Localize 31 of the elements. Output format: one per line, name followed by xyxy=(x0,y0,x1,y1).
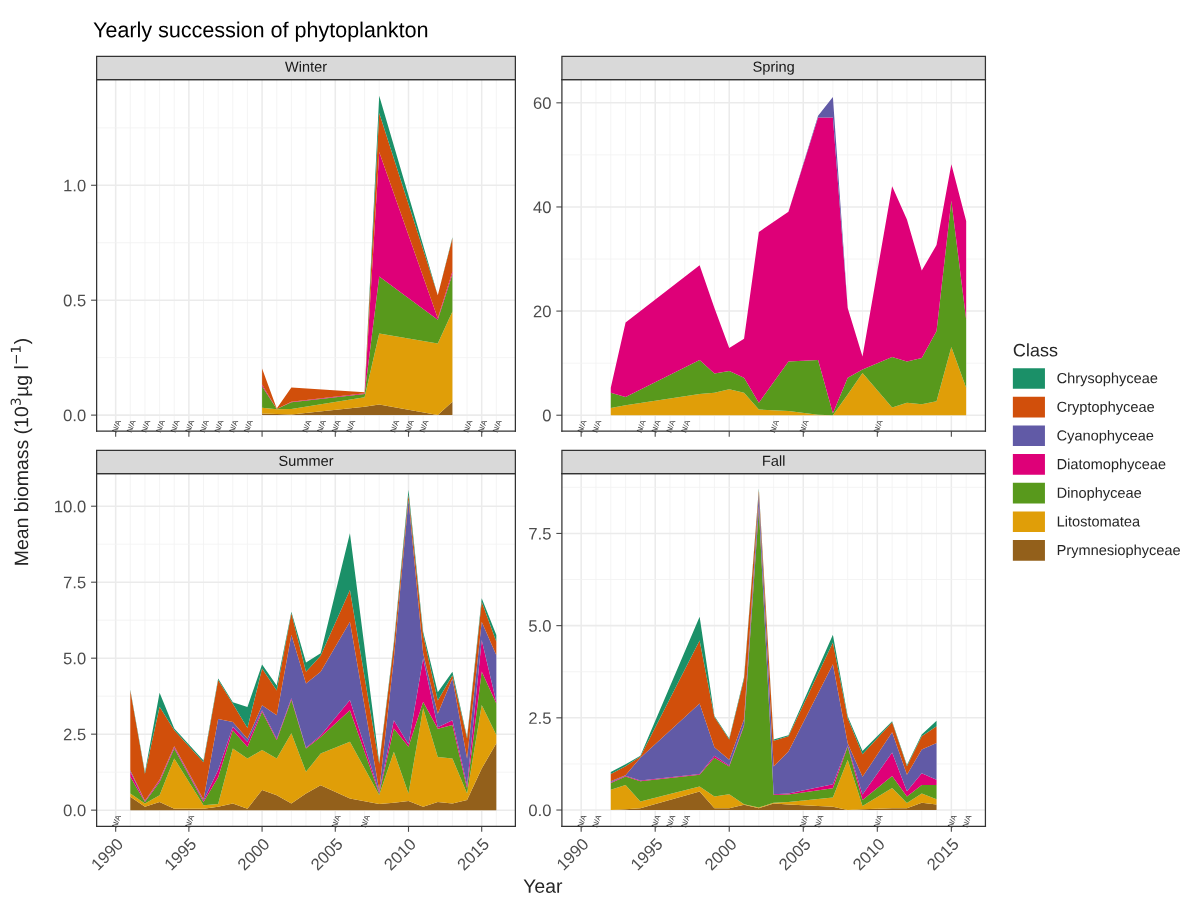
legend-label: Litostomatea xyxy=(1057,515,1141,527)
y-tick-label: 60 xyxy=(533,97,551,110)
legend-label: Diatomophyceae xyxy=(1057,458,1166,473)
legend-label: Cyanophyceae xyxy=(1057,429,1154,444)
y-tick-label: 2.5 xyxy=(63,728,86,741)
y-tick-label: 10.0 xyxy=(55,500,86,513)
y-tick-label: 2.5 xyxy=(529,712,551,725)
y-tick-label: 40 xyxy=(533,201,551,214)
y-tick-label: 0.0 xyxy=(63,409,86,422)
x-axis-title: Year xyxy=(523,879,563,893)
chart-subtitle: Fall xyxy=(763,455,785,466)
legend-label: Dinophyceae xyxy=(1057,487,1142,501)
y-tick-label: 0.0 xyxy=(63,804,86,817)
y-tick-label: 0 xyxy=(542,409,551,422)
legend-label: Cryptophyceae xyxy=(1057,401,1155,415)
y-tick-label: 0.5 xyxy=(63,294,86,307)
chart-title: Yearly succession of phytoplankton xyxy=(93,21,428,42)
chart-subtitle: Spring xyxy=(753,61,794,75)
y-tick-label: 20 xyxy=(533,305,551,318)
y-axis-title: Mean biomass (10$^{3}$µg l$^{−1}$) xyxy=(10,339,33,565)
chart-subtitle: Summer xyxy=(279,455,334,466)
y-tick-label: 7.5 xyxy=(529,528,551,540)
y-tick-label: 7.5 xyxy=(63,576,86,589)
legend-label: Chrysophyceae xyxy=(1057,372,1158,387)
legend-title: Class xyxy=(1013,343,1058,357)
chart-subtitle: Winter xyxy=(285,61,327,72)
y-tick-label: 5.0 xyxy=(528,620,551,632)
y-tick-label: 0.0 xyxy=(528,804,551,817)
y-tick-label: 5.0 xyxy=(63,652,86,665)
y-tick-label: 1.0 xyxy=(64,179,86,192)
legend-label: Prymnesiophyceae xyxy=(1057,544,1180,559)
